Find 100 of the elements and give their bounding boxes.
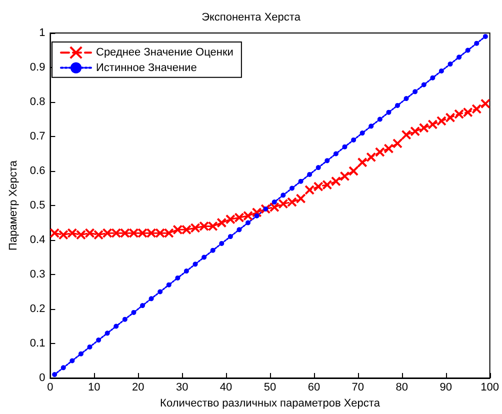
point: [76, 230, 86, 240]
point: [70, 358, 75, 364]
x-tick-label: 0: [47, 382, 54, 394]
point: [216, 218, 227, 228]
point: [58, 230, 68, 240]
point: [190, 222, 200, 233]
y-tick-label: 0.5: [30, 200, 46, 212]
point: [158, 289, 163, 294]
point: [418, 122, 429, 133]
point: [436, 116, 446, 126]
point: [357, 157, 368, 168]
point: [438, 68, 444, 74]
point: [234, 212, 244, 223]
point: [289, 186, 294, 191]
legend-label: Среднее Значение Оценки: [96, 46, 234, 59]
point: [219, 240, 224, 246]
point: [286, 197, 297, 208]
y-tick-label: 0: [39, 372, 46, 384]
point: [148, 296, 154, 302]
point: [366, 152, 376, 162]
point: [202, 254, 207, 260]
point: [131, 310, 136, 315]
point: [192, 262, 198, 267]
point: [307, 172, 312, 177]
point: [166, 282, 172, 288]
point: [351, 137, 356, 142]
x-axis-title: Количество различных параметров Херста: [160, 398, 381, 410]
point: [260, 204, 271, 214]
x-tick-label: 40: [220, 382, 232, 394]
point: [246, 220, 251, 226]
point: [401, 130, 412, 140]
point: [392, 138, 402, 148]
point: [280, 192, 286, 198]
point: [360, 130, 365, 136]
point: [410, 126, 420, 136]
point: [225, 214, 236, 224]
point: [454, 109, 464, 120]
point: [155, 228, 166, 238]
point: [67, 228, 78, 238]
point: [465, 48, 470, 53]
x-tick-label: 100: [480, 382, 500, 394]
point: [254, 213, 260, 218]
y-tick-label: 0.8: [30, 96, 46, 108]
point: [50, 228, 60, 238]
x-tick-label: 30: [176, 382, 188, 394]
point: [421, 82, 426, 88]
point: [482, 34, 488, 39]
point: [236, 227, 242, 232]
point: [269, 202, 280, 212]
point: [228, 234, 233, 240]
point: [181, 224, 192, 235]
point: [60, 365, 66, 370]
point: [272, 200, 277, 205]
point: [52, 372, 58, 378]
point: [340, 171, 350, 182]
point: [374, 147, 385, 158]
point: [480, 98, 490, 109]
point: [78, 351, 84, 356]
point: [322, 180, 332, 190]
point: [377, 116, 382, 122]
x-tick-label: 50: [264, 382, 276, 394]
y-axis-title: Параметр Херста: [8, 160, 20, 250]
point: [94, 230, 104, 240]
point: [330, 176, 341, 186]
point: [313, 182, 324, 192]
point: [175, 275, 180, 280]
point: [296, 194, 306, 204]
point: [333, 151, 338, 156]
point: [138, 228, 148, 238]
point: [120, 228, 130, 238]
point: [368, 124, 374, 129]
point: [304, 184, 315, 195]
y-tick-label: 0.7: [30, 130, 46, 142]
point: [386, 110, 392, 115]
chart-title: Экспонента Херста: [202, 12, 302, 24]
point: [316, 165, 321, 170]
point: [184, 268, 189, 274]
point: [384, 144, 394, 154]
point: [210, 248, 216, 253]
point: [263, 206, 268, 212]
point: [324, 158, 330, 164]
y-tick-label: 0.9: [30, 62, 46, 74]
point: [84, 228, 95, 238]
point: [104, 330, 110, 336]
point: [430, 75, 436, 80]
point: [298, 178, 304, 184]
point: [252, 207, 262, 218]
legend-label: Истинное Значение: [96, 62, 197, 74]
point: [395, 102, 400, 108]
y-tick-label: 0.3: [30, 268, 46, 280]
point: [412, 89, 418, 94]
y-tick-label: 0.1: [30, 338, 46, 350]
x-tick-label: 20: [132, 382, 144, 394]
point: [472, 104, 482, 114]
point: [474, 40, 480, 46]
x-tick-label: 80: [396, 382, 408, 394]
point: [404, 96, 409, 102]
point: [87, 344, 92, 350]
x-tick-label: 60: [308, 382, 320, 394]
point: [122, 316, 128, 322]
